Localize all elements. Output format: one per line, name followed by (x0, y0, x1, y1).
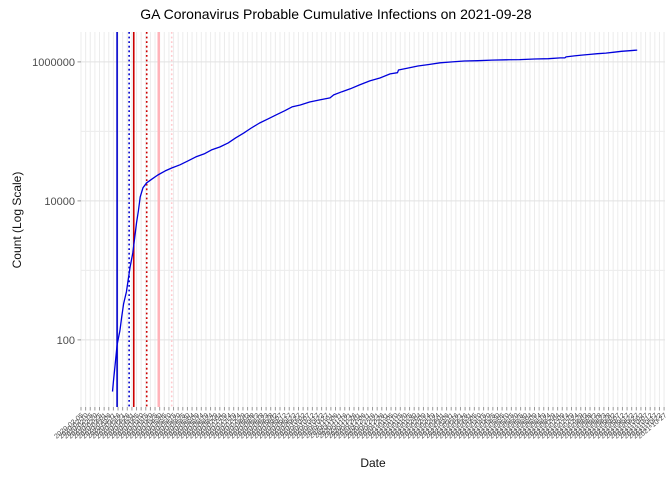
x-tick-labels: 2020-02-052020-02-102020-02-152020-02-20… (53, 412, 668, 440)
x-axis-title: Date (360, 456, 386, 470)
x-gridlines (80, 32, 665, 407)
svg-text:10000: 10000 (44, 196, 75, 208)
y-axis-title: Count (Log Scale) (10, 171, 24, 269)
svg-text:100: 100 (57, 335, 75, 347)
chart-title: GA Coronavirus Probable Cumulative Infec… (140, 6, 532, 22)
y-tick-labels: 100 10000 1000000 (32, 57, 75, 347)
y-gridlines (77, 61, 665, 341)
svg-text:1000000: 1000000 (32, 57, 75, 69)
x-tick-marks (80, 407, 665, 411)
series-line (111, 49, 638, 392)
reference-vlines (116, 32, 173, 407)
